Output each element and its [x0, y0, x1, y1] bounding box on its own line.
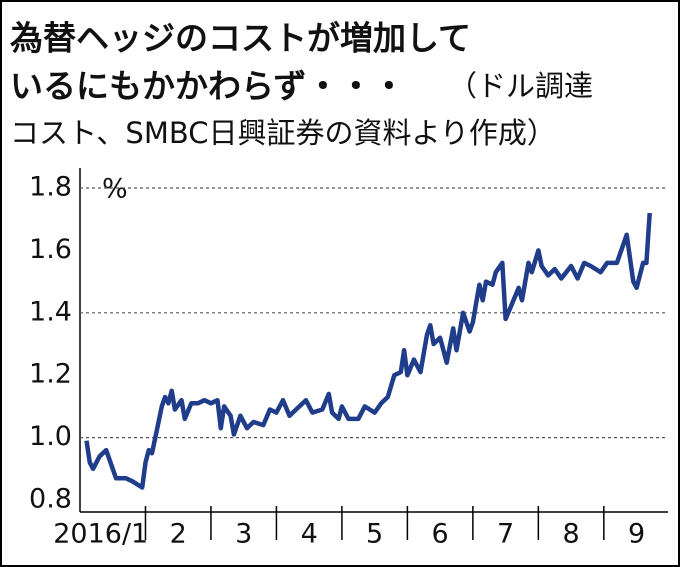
y-unit: %: [102, 174, 128, 205]
y-tick-label: 1.8: [29, 172, 72, 203]
y-tick-label: 1.6: [29, 234, 72, 265]
subtitle: コスト、SMBC日興証券の資料より作成）: [10, 116, 556, 150]
x-tick-label: 7: [497, 519, 514, 550]
data-line: [84, 212, 652, 490]
y-tick-label: 1.0: [29, 421, 72, 452]
x-tick-label: 9: [628, 519, 645, 550]
y-tick-label: 1.4: [29, 296, 72, 327]
y-tick-label: 0.8: [29, 484, 72, 515]
y-tick-label: 1.2: [29, 359, 72, 390]
x-tick-label: 6: [432, 519, 449, 550]
chart-title: 為替ヘッジのコストが増加して: [10, 19, 471, 58]
x-tick-label: 3: [235, 519, 252, 550]
x-tick-label: 5: [366, 519, 383, 550]
chart-title: いるにもかかわらず・・・: [10, 67, 405, 106]
subtitle: （ドル調達: [448, 69, 593, 103]
x-tick-label: 2: [170, 519, 187, 550]
x-tick-label: 4: [301, 519, 318, 550]
x-tick-label: 8: [562, 519, 579, 550]
x-tick-label: 2016/1: [53, 519, 148, 550]
